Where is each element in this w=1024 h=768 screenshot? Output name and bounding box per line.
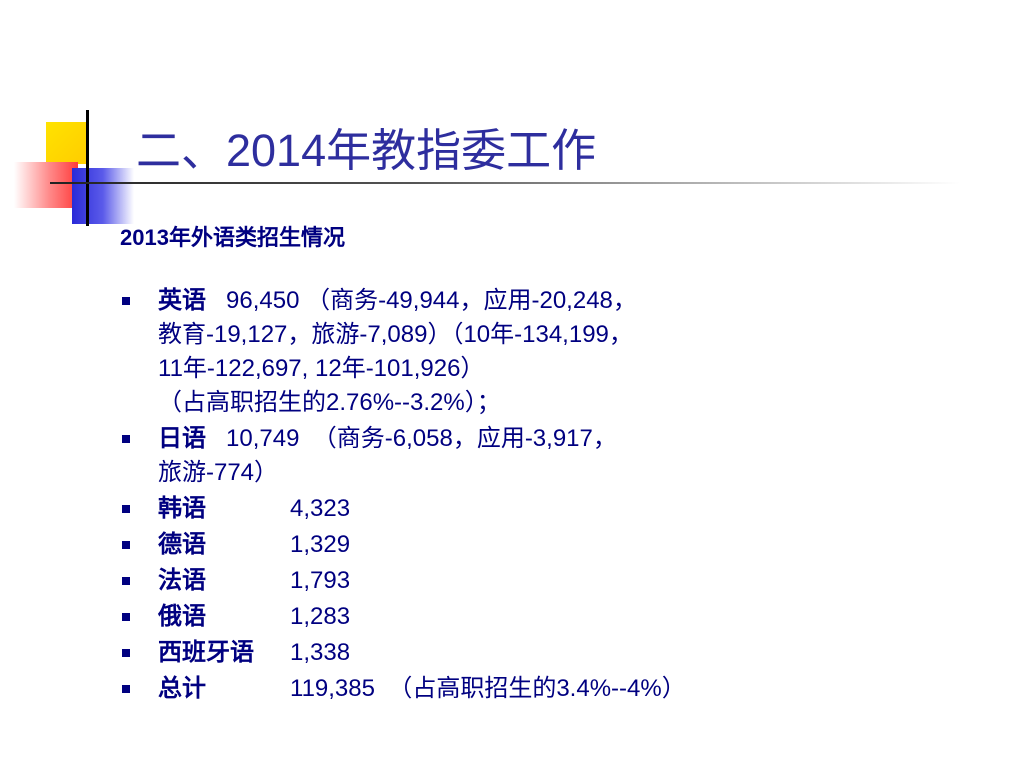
- square-bullet-icon: [122, 685, 130, 693]
- detail-line: 旅游-774）: [158, 459, 279, 486]
- detail-line: （占高职招生的2.76%--3.2%）；: [158, 389, 501, 416]
- language-name: 日语: [158, 425, 206, 452]
- list-item-spanish: 西班牙语 1,338: [120, 636, 1000, 670]
- list-item-total: 总计 119,385 （占高职招生的3.4%--4%）: [120, 672, 1000, 706]
- detail-line: （商务-6,058，应用-3,917，: [312, 425, 617, 452]
- list-item-german: 德语 1,329: [120, 528, 1000, 562]
- language-name: 德语: [158, 531, 206, 558]
- list-item-french: 法语 1,793: [120, 564, 1000, 598]
- decorative-yellow-square: [46, 122, 88, 164]
- title-underline: [50, 182, 960, 184]
- enrollment-count: 96,450: [226, 287, 300, 314]
- decorative-blue-gradient: [72, 168, 134, 224]
- square-bullet-icon: [122, 577, 130, 585]
- square-bullet-icon: [122, 649, 130, 657]
- language-name: 韩语: [158, 495, 206, 522]
- square-bullet-icon: [122, 541, 130, 549]
- detail-line: 11年-122,697, 12年-101,926）: [158, 355, 485, 382]
- list-item-korean: 韩语 4,323: [120, 492, 1000, 526]
- enrollment-count: 4,323: [290, 495, 351, 522]
- language-name: 俄语: [158, 603, 206, 630]
- square-bullet-icon: [122, 505, 130, 513]
- square-bullet-icon: [122, 435, 130, 443]
- enrollment-count: 1,329: [290, 531, 351, 558]
- language-name: 总计: [158, 675, 206, 702]
- list-item-english: 英语 96,450 （商务-49,944，应用-20,248， 教育-19,12…: [120, 284, 1000, 420]
- enrollment-list: 英语 96,450 （商务-49,944，应用-20,248， 教育-19,12…: [120, 284, 1000, 708]
- slide-subtitle: 2013年外语类招生情况: [120, 225, 345, 250]
- slide-title: 二、2014年教指委工作: [136, 125, 597, 176]
- enrollment-count: 119,385: [290, 675, 375, 702]
- detail-line: （商务-49,944，应用-20,248，: [306, 287, 637, 314]
- decorative-red-gradient: [14, 162, 78, 208]
- detail-line: 教育-19,127，旅游-7,089）（10年-134,199，: [158, 321, 633, 348]
- enrollment-count: 1,793: [290, 567, 351, 594]
- square-bullet-icon: [122, 297, 130, 305]
- list-item-russian: 俄语 1,283: [120, 600, 1000, 634]
- enrollment-count: 10,749: [226, 425, 300, 452]
- decorative-vertical-line: [86, 110, 89, 226]
- enrollment-count: 1,283: [290, 603, 351, 630]
- language-name: 西班牙语: [158, 639, 254, 666]
- language-name: 法语: [158, 567, 206, 594]
- square-bullet-icon: [122, 613, 130, 621]
- language-name: 英语: [158, 287, 206, 314]
- enrollment-count: 1,338: [290, 639, 351, 666]
- list-item-japanese: 日语 10,749 （商务-6,058，应用-3,917， 旅游-774）: [120, 422, 1000, 490]
- total-note: （占高职招生的3.4%--4%）: [388, 675, 686, 702]
